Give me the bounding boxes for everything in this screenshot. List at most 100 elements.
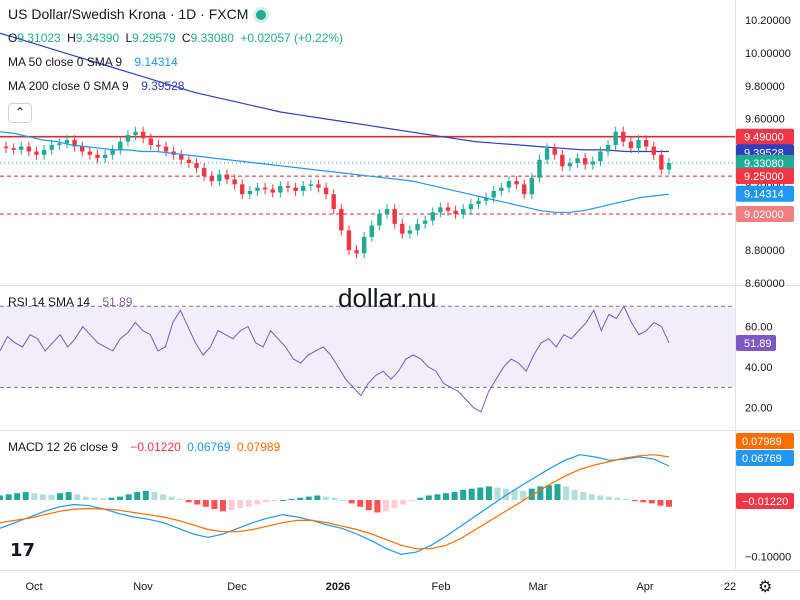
candle-body [186,159,192,164]
candle-body [400,223,405,234]
macd-histogram-bar [65,492,72,500]
macd-histogram-bar [580,492,587,500]
macd-histogram-bar [48,494,55,500]
rsi-label: RSI 14 SMA 14 [8,295,91,309]
macd-histogram-bar [194,500,201,505]
macd-signal-line [0,454,670,550]
macd-histogram-bar [477,487,484,500]
candle-body [415,223,420,231]
macd-histogram-bar [220,500,226,512]
price-tick-label: 8.80000 [745,245,785,257]
time-tick-label: Apr [636,581,653,593]
macd-histogram-bar [22,492,29,500]
macd-histogram-bar [417,497,424,500]
candle-body [240,184,245,195]
candle-body [247,190,253,195]
macd-line [0,454,670,556]
candle-body [11,148,16,150]
candle-body [232,179,237,185]
market-status-icon [256,10,267,21]
candle-body [72,139,77,147]
rsi-axis-badge-label: 51.89 [744,338,772,350]
candle-body [102,154,108,159]
macd-histogram-bar [425,495,432,500]
candle-body [49,144,54,150]
ohlc-high-value: 9.34390 [75,31,120,45]
candle-body [301,186,306,191]
macd-histogram-bar [357,500,364,507]
macd-histogram-bar [331,497,338,500]
macd-pane [0,454,672,556]
time-tick-label: 22 [724,581,736,593]
time-tick-label: Feb [432,581,451,593]
macd-histogram-bar [640,500,647,503]
ma200-legend[interactable]: MA 200 close 0 SMA 9 9.39528 [8,79,187,93]
candle-body [278,186,283,193]
ma50-legend[interactable]: MA 50 close 0 SMA 9 9.14314 [8,55,181,69]
macd-histogram-bar [348,500,355,504]
macd-histogram-bar [460,489,467,500]
candle-body [666,163,672,170]
price-axis-badge-label: 9.33080 [744,158,784,170]
macd-histogram-bar [468,488,475,500]
candle-body [590,161,595,165]
macd-histogram-bar [31,493,38,500]
candle-body [95,154,100,159]
macd-histogram-bar [588,494,595,500]
candle-body [483,197,489,201]
rsi-tick-label: 20.00 [745,403,773,415]
macd-histogram-bar [108,497,115,500]
price-axis[interactable]: 10.2000010.000009.800009.600009.400009.2… [736,15,794,564]
ohlc-close-key: C [181,31,191,45]
candle-body [438,207,443,213]
macd-histogram-bar [254,500,261,505]
ohlc-open-key: O [8,31,18,45]
macd-histogram-bar [605,496,612,500]
macd-histogram-bar [262,500,269,503]
macd-histogram-bar [511,489,518,500]
macd-legend[interactable]: MACD 12 26 close 9 −0.01220 0.06769 0.07… [8,440,283,454]
price-axis-badge-label: 9.14314 [744,189,784,201]
collapse-legend-button[interactable]: ⌃ [8,103,32,123]
macd-histogram-bar [648,500,655,504]
candle-body [179,154,184,160]
candle-body [392,209,397,224]
macd-histogram-bar [159,494,166,500]
chevron-up-icon: ⌃ [14,105,26,119]
time-tick-label: 2026 [326,581,350,593]
rsi-pane [0,305,735,413]
price-tick-label: 8.60000 [745,278,785,290]
symbol-title[interactable]: US Dollar/Swedish Krona · 1D · FXCM [8,6,267,22]
price-tick-label: 10.00000 [745,48,791,60]
price-axis-badge-label: 9.02000 [744,209,784,221]
macd-histogram-bar [211,500,218,510]
gear-icon[interactable]: ⚙ [758,579,773,596]
candle-body [308,184,314,187]
macd-histogram-bar [451,492,458,500]
candle-body [87,151,93,155]
price-tick-label: 10.20000 [745,15,791,27]
macd-axis-badge [736,433,794,449]
candle-body [354,250,359,254]
candle-body [270,189,275,193]
macd-histogram-bar [434,494,441,500]
macd-histogram-bar [597,495,604,500]
candle-body [384,209,390,214]
candle-body [163,146,169,152]
price-axis-badge [736,185,794,202]
candle-body [461,209,466,214]
candle-body [506,181,512,188]
rsi-legend[interactable]: RSI 14 SMA 14 51.89 [8,295,135,309]
macd-histogram-bar [374,500,381,513]
macd-histogram-bar [314,495,321,500]
time-axis[interactable]: Oct Nov Dec 2026 Feb Mar Apr 22 [25,581,736,593]
candle-body [567,163,573,167]
macd-histogram-bar [537,486,544,500]
macd-histogram-bar [271,500,278,502]
ohlc-legend: O9.31023 H9.34390 L9.29579 C9.33080 +0.0… [8,31,346,45]
ohlc-low-value: 9.29579 [132,31,176,45]
rsi-tick-label: 40.00 [745,362,773,374]
time-tick-label: Dec [227,581,247,593]
tradingview-logo-icon[interactable]: 17 [10,540,36,561]
